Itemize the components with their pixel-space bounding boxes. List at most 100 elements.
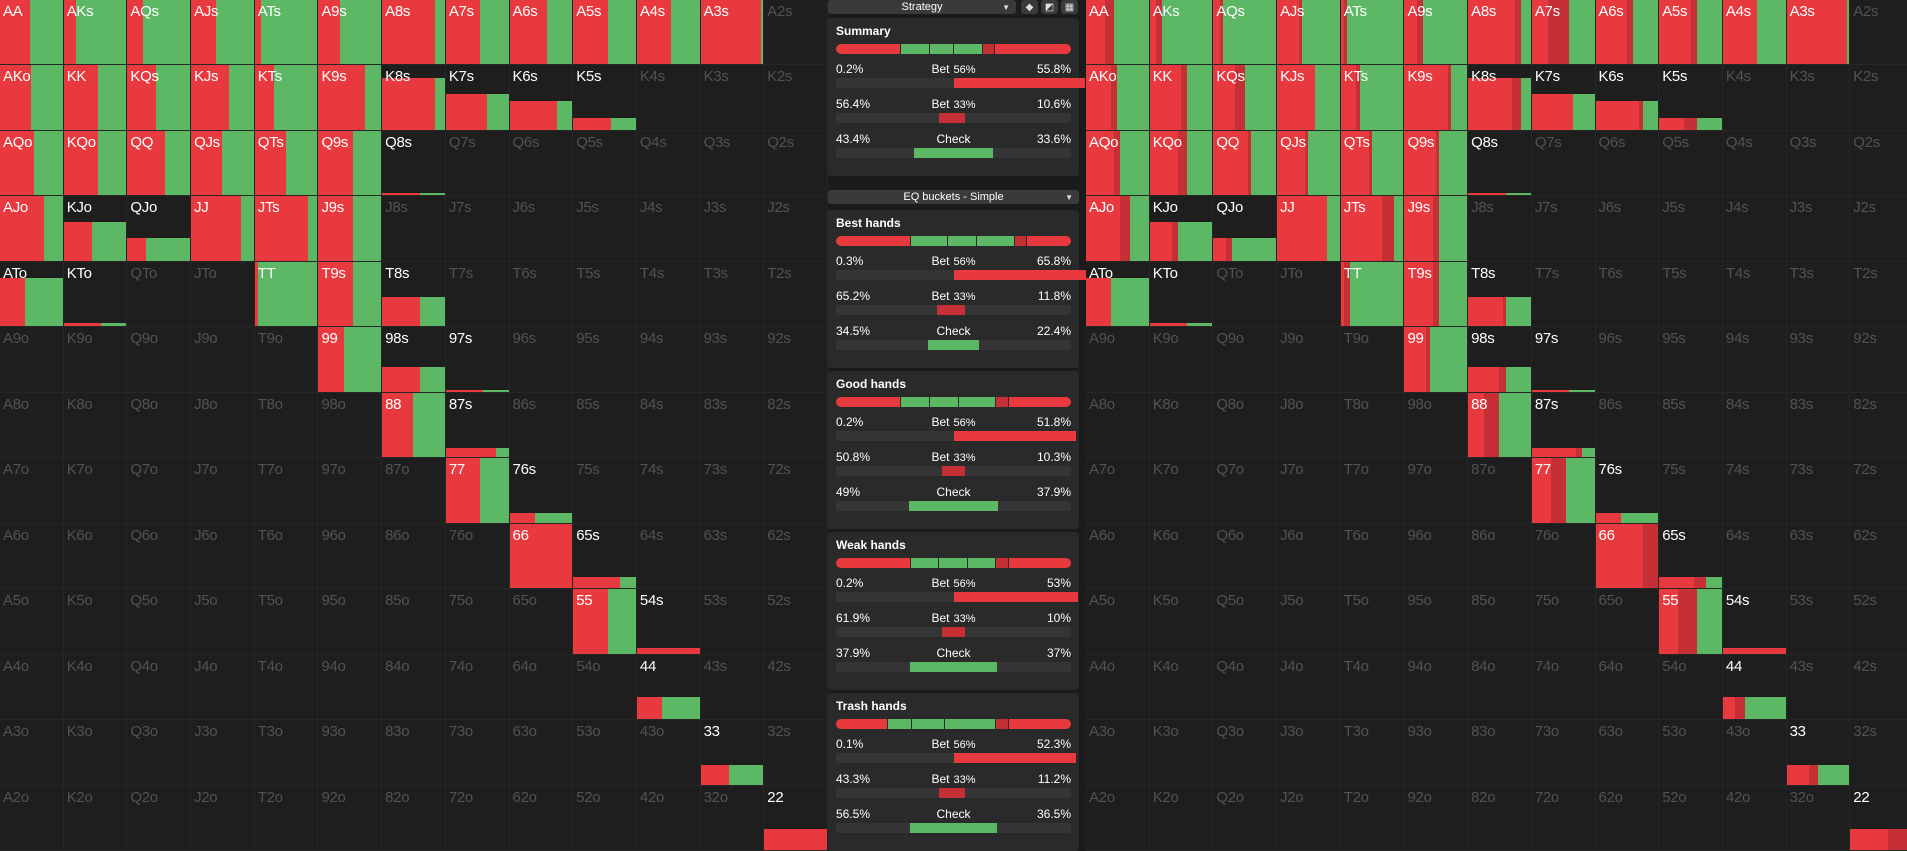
hand-cell-Q7s[interactable]: Q7s	[1531, 130, 1596, 197]
hand-cell-66[interactable]: 66	[509, 523, 574, 590]
hand-cell-54s[interactable]: 54s	[1722, 589, 1787, 655]
hand-cell-65o[interactable]: 65o	[1595, 589, 1660, 655]
hand-cell-J6s[interactable]: J6s	[1595, 196, 1660, 262]
hand-cell-99[interactable]: 99	[1404, 327, 1469, 393]
hand-cell-73s[interactable]: 73s	[700, 458, 765, 524]
hand-cell-65s[interactable]: 65s	[573, 523, 637, 590]
hand-cell-A5o[interactable]: A5o	[0, 589, 64, 655]
hand-cell-Q5s[interactable]: Q5s	[1659, 130, 1723, 197]
hand-cell-K2s[interactable]: K2s	[1850, 65, 1907, 131]
hand-cell-T6s[interactable]: T6s	[509, 261, 574, 328]
hand-cell-J3s[interactable]: J3s	[700, 196, 765, 262]
hand-cell-A5s[interactable]: A5s	[573, 0, 637, 66]
hand-cell-J2o[interactable]: J2o	[191, 785, 255, 851]
hand-cell-T9o[interactable]: T9o	[254, 327, 319, 393]
hand-cell-92o[interactable]: 92o	[318, 785, 383, 851]
hand-cell-42s[interactable]: 42s	[1850, 654, 1907, 721]
action-row[interactable]: 0.2% Bet 56% 51.8%	[836, 415, 1076, 445]
hand-cell-T4s[interactable]: T4s	[636, 261, 701, 328]
hand-cell-AJo[interactable]: AJo	[1086, 196, 1150, 262]
hand-cell-J8s[interactable]: J8s	[1468, 196, 1532, 262]
hand-cell-Q2o[interactable]: Q2o	[1213, 785, 1278, 851]
hand-cell-K3s[interactable]: K3s	[1786, 65, 1851, 131]
hand-cell-A9o[interactable]: A9o	[0, 327, 64, 393]
hand-cell-ATs[interactable]: ATs	[1340, 0, 1405, 66]
hand-cell-Q5o[interactable]: Q5o	[1213, 589, 1278, 655]
hand-cell-AQo[interactable]: AQo	[0, 130, 64, 197]
hand-cell-J9s[interactable]: J9s	[1404, 196, 1469, 262]
strategy-dropdown[interactable]: Strategy ▼	[828, 0, 1016, 14]
hand-cell-Q9s[interactable]: Q9s	[1404, 130, 1469, 197]
hand-cell-63s[interactable]: 63s	[1786, 523, 1851, 590]
hand-cell-T4o[interactable]: T4o	[1340, 654, 1405, 721]
hand-cell-A5s[interactable]: A5s	[1659, 0, 1723, 66]
hand-cell-63o[interactable]: 63o	[1595, 720, 1660, 786]
hand-cell-42s[interactable]: 42s	[764, 654, 828, 721]
hand-cell-55[interactable]: 55	[1659, 589, 1723, 655]
hand-cell-64s[interactable]: 64s	[1722, 523, 1787, 590]
hand-cell-93o[interactable]: 93o	[318, 720, 383, 786]
hand-cell-44[interactable]: 44	[1722, 654, 1787, 721]
hand-cell-AA[interactable]: AA	[1086, 0, 1150, 66]
hand-cell-95o[interactable]: 95o	[1404, 589, 1469, 655]
hand-cell-75s[interactable]: 75s	[1659, 458, 1723, 524]
hand-cell-54o[interactable]: 54o	[1659, 654, 1723, 721]
hand-cell-K6s[interactable]: K6s	[1595, 65, 1660, 131]
hand-cell-T8s[interactable]: T8s	[1468, 261, 1532, 328]
hand-cell-T5s[interactable]: T5s	[1659, 261, 1723, 328]
hand-cell-A7o[interactable]: A7o	[0, 458, 64, 524]
hand-cell-T9s[interactable]: T9s	[318, 261, 383, 328]
hand-cell-66[interactable]: 66	[1595, 523, 1660, 590]
hand-cell-Q4o[interactable]: Q4o	[1213, 654, 1278, 721]
hand-cell-T3s[interactable]: T3s	[1786, 261, 1851, 328]
hand-cell-A7o[interactable]: A7o	[1086, 458, 1150, 524]
hand-cell-Q7o[interactable]: Q7o	[1213, 458, 1278, 524]
hand-cell-Q8s[interactable]: Q8s	[1468, 130, 1532, 197]
hand-cell-J4o[interactable]: J4o	[1277, 654, 1341, 721]
hand-cell-T5o[interactable]: T5o	[254, 589, 319, 655]
hand-cell-64o[interactable]: 64o	[509, 654, 574, 721]
hand-cell-J8o[interactable]: J8o	[191, 392, 255, 459]
hand-cell-76s[interactable]: 76s	[509, 458, 574, 524]
hand-cell-T3o[interactable]: T3o	[1340, 720, 1405, 786]
hand-cell-A3s[interactable]: A3s	[700, 0, 765, 66]
buckets-dropdown[interactable]: EQ buckets - Simple ▼	[828, 190, 1079, 204]
hand-cell-86o[interactable]: 86o	[1468, 523, 1532, 590]
hand-cell-AKs[interactable]: AKs	[1149, 0, 1214, 66]
hand-cell-Q8o[interactable]: Q8o	[127, 392, 192, 459]
hand-cell-52o[interactable]: 52o	[573, 785, 637, 851]
cube-icon[interactable]: ◆	[1021, 0, 1038, 14]
action-row[interactable]: 0.3% Bet 56% 65.8%	[836, 254, 1109, 284]
hand-cell-KJo[interactable]: KJo	[1149, 196, 1214, 262]
hand-cell-95s[interactable]: 95s	[1659, 327, 1723, 393]
hand-cell-88[interactable]: 88	[382, 392, 446, 459]
hand-cell-72o[interactable]: 72o	[1531, 785, 1596, 851]
hand-cell-Q4s[interactable]: Q4s	[636, 130, 701, 197]
hand-cell-KK[interactable]: KK	[1149, 65, 1214, 131]
hand-cell-A4s[interactable]: A4s	[1722, 0, 1787, 66]
hand-cell-33[interactable]: 33	[1786, 720, 1851, 786]
hand-cell-43o[interactable]: 43o	[636, 720, 701, 786]
action-row[interactable]: 49% Check 37.9%	[836, 485, 1071, 515]
hand-cell-98s[interactable]: 98s	[382, 327, 446, 393]
hand-cell-AKo[interactable]: AKo	[0, 65, 64, 131]
hand-cell-J6o[interactable]: J6o	[1277, 523, 1341, 590]
hand-cell-K7o[interactable]: K7o	[63, 458, 128, 524]
hand-cell-83o[interactable]: 83o	[382, 720, 446, 786]
hand-cell-A4o[interactable]: A4o	[1086, 654, 1150, 721]
hand-cell-98o[interactable]: 98o	[1404, 392, 1469, 459]
hand-cell-KJo[interactable]: KJo	[63, 196, 128, 262]
hand-cell-AQs[interactable]: AQs	[127, 0, 192, 66]
hand-cell-J5s[interactable]: J5s	[1659, 196, 1723, 262]
hand-cell-AKo[interactable]: AKo	[1086, 65, 1150, 131]
hand-cell-Q6s[interactable]: Q6s	[1595, 130, 1660, 197]
hand-cell-83s[interactable]: 83s	[1786, 392, 1851, 459]
hand-cell-96o[interactable]: 96o	[1404, 523, 1469, 590]
hand-cell-99[interactable]: 99	[318, 327, 383, 393]
hand-cell-KTs[interactable]: KTs	[1340, 65, 1405, 131]
hand-cell-J7s[interactable]: J7s	[445, 196, 510, 262]
hand-cell-85s[interactable]: 85s	[1659, 392, 1723, 459]
hand-cell-JTs[interactable]: JTs	[254, 196, 319, 262]
hand-cell-22[interactable]: 22	[1850, 785, 1907, 851]
hand-cell-52o[interactable]: 52o	[1659, 785, 1723, 851]
